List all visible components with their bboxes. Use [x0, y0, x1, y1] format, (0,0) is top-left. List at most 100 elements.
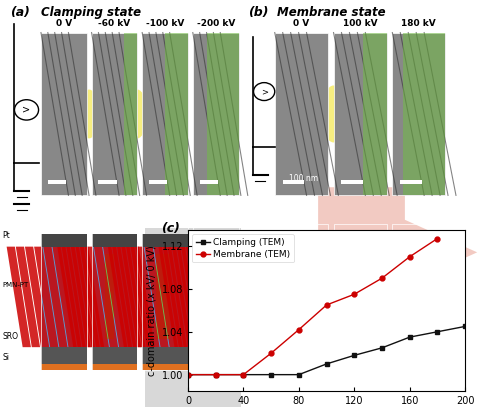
Bar — [41, 216, 87, 370]
Bar — [334, 348, 387, 365]
Bar — [41, 247, 87, 347]
Polygon shape — [245, 253, 274, 348]
Polygon shape — [34, 247, 58, 347]
Polygon shape — [305, 253, 333, 348]
Line: Clamping (TEM): Clamping (TEM) — [186, 324, 468, 377]
Polygon shape — [347, 253, 375, 348]
Polygon shape — [154, 247, 178, 347]
Membrane (TEM) — [241, 372, 246, 377]
Line: Membrane (TEM): Membrane (TEM) — [186, 236, 440, 377]
Polygon shape — [294, 253, 322, 348]
Ellipse shape — [80, 90, 99, 138]
Polygon shape — [121, 247, 146, 347]
Polygon shape — [357, 253, 386, 348]
Polygon shape — [80, 247, 104, 347]
Text: -100 kV: -100 kV — [146, 20, 184, 28]
Polygon shape — [186, 247, 210, 347]
Bar — [341, 180, 362, 184]
Polygon shape — [71, 247, 95, 347]
Clamping (TEM) — [241, 372, 246, 377]
Text: >: > — [261, 87, 268, 96]
Bar — [92, 364, 137, 370]
Polygon shape — [267, 253, 295, 348]
Text: PMN-PT: PMN-PT — [2, 282, 28, 288]
Bar — [41, 234, 87, 247]
Membrane (TEM) — [407, 254, 413, 259]
Membrane (TEM) — [185, 372, 191, 377]
Polygon shape — [326, 253, 354, 348]
Polygon shape — [94, 247, 118, 347]
Polygon shape — [256, 253, 284, 348]
Text: 180 kV: 180 kV — [402, 20, 436, 28]
Membrane (TEM) — [213, 372, 219, 377]
Bar — [41, 33, 87, 195]
Bar — [193, 234, 239, 247]
Bar — [142, 247, 188, 347]
Bar — [206, 33, 239, 195]
Bar — [408, 260, 434, 341]
Text: >: > — [23, 105, 30, 115]
Polygon shape — [235, 253, 263, 348]
Polygon shape — [379, 253, 407, 348]
Y-axis label: c-domain ratio (x kV/ 0 kV): c-domain ratio (x kV/ 0 kV) — [146, 245, 156, 376]
Polygon shape — [363, 253, 391, 348]
Polygon shape — [145, 228, 241, 407]
Bar — [142, 234, 188, 247]
Bar — [142, 33, 188, 195]
Bar — [400, 180, 421, 184]
Bar — [92, 33, 137, 195]
Bar — [149, 180, 167, 184]
Polygon shape — [16, 247, 40, 347]
Bar — [92, 234, 137, 247]
Membrane (TEM) — [435, 236, 441, 241]
Polygon shape — [395, 253, 423, 348]
Membrane (TEM) — [379, 276, 385, 281]
Membrane (TEM) — [268, 351, 274, 356]
Text: SRO: SRO — [2, 332, 18, 341]
Text: Membrane state: Membrane state — [277, 6, 386, 19]
Polygon shape — [117, 247, 141, 347]
Polygon shape — [67, 247, 91, 347]
Ellipse shape — [128, 90, 147, 138]
Bar — [41, 347, 87, 364]
Clamping (TEM) — [185, 372, 191, 377]
Polygon shape — [108, 247, 132, 347]
Bar — [275, 348, 328, 365]
Polygon shape — [168, 247, 192, 347]
Clamping (TEM) — [351, 353, 357, 358]
Bar — [124, 33, 137, 195]
Bar — [193, 364, 239, 370]
Bar — [282, 180, 304, 184]
Text: Clamping state: Clamping state — [41, 6, 141, 19]
Polygon shape — [43, 247, 67, 347]
Polygon shape — [76, 247, 100, 347]
Bar — [392, 253, 445, 348]
Bar — [92, 247, 137, 347]
Polygon shape — [352, 253, 381, 348]
Ellipse shape — [321, 85, 346, 142]
Bar — [193, 216, 239, 370]
Bar — [41, 364, 87, 370]
Bar — [142, 216, 188, 370]
Polygon shape — [223, 247, 247, 347]
Clamping (TEM) — [379, 346, 385, 350]
Bar — [392, 224, 445, 370]
Clamping (TEM) — [462, 324, 468, 329]
Circle shape — [254, 83, 275, 101]
Text: Pt: Pt — [246, 356, 254, 365]
Bar — [275, 241, 328, 253]
Polygon shape — [57, 247, 81, 347]
Polygon shape — [135, 247, 160, 347]
Polygon shape — [131, 247, 155, 347]
Text: 100 kV: 100 kV — [343, 20, 377, 28]
Polygon shape — [85, 247, 109, 347]
Polygon shape — [336, 253, 364, 348]
Bar — [48, 180, 66, 184]
Polygon shape — [405, 253, 434, 348]
Polygon shape — [53, 247, 77, 347]
Clamping (TEM) — [407, 335, 413, 339]
Text: -200 kV: -200 kV — [197, 20, 235, 28]
Bar — [200, 180, 218, 184]
Polygon shape — [204, 247, 228, 347]
Polygon shape — [416, 253, 444, 348]
